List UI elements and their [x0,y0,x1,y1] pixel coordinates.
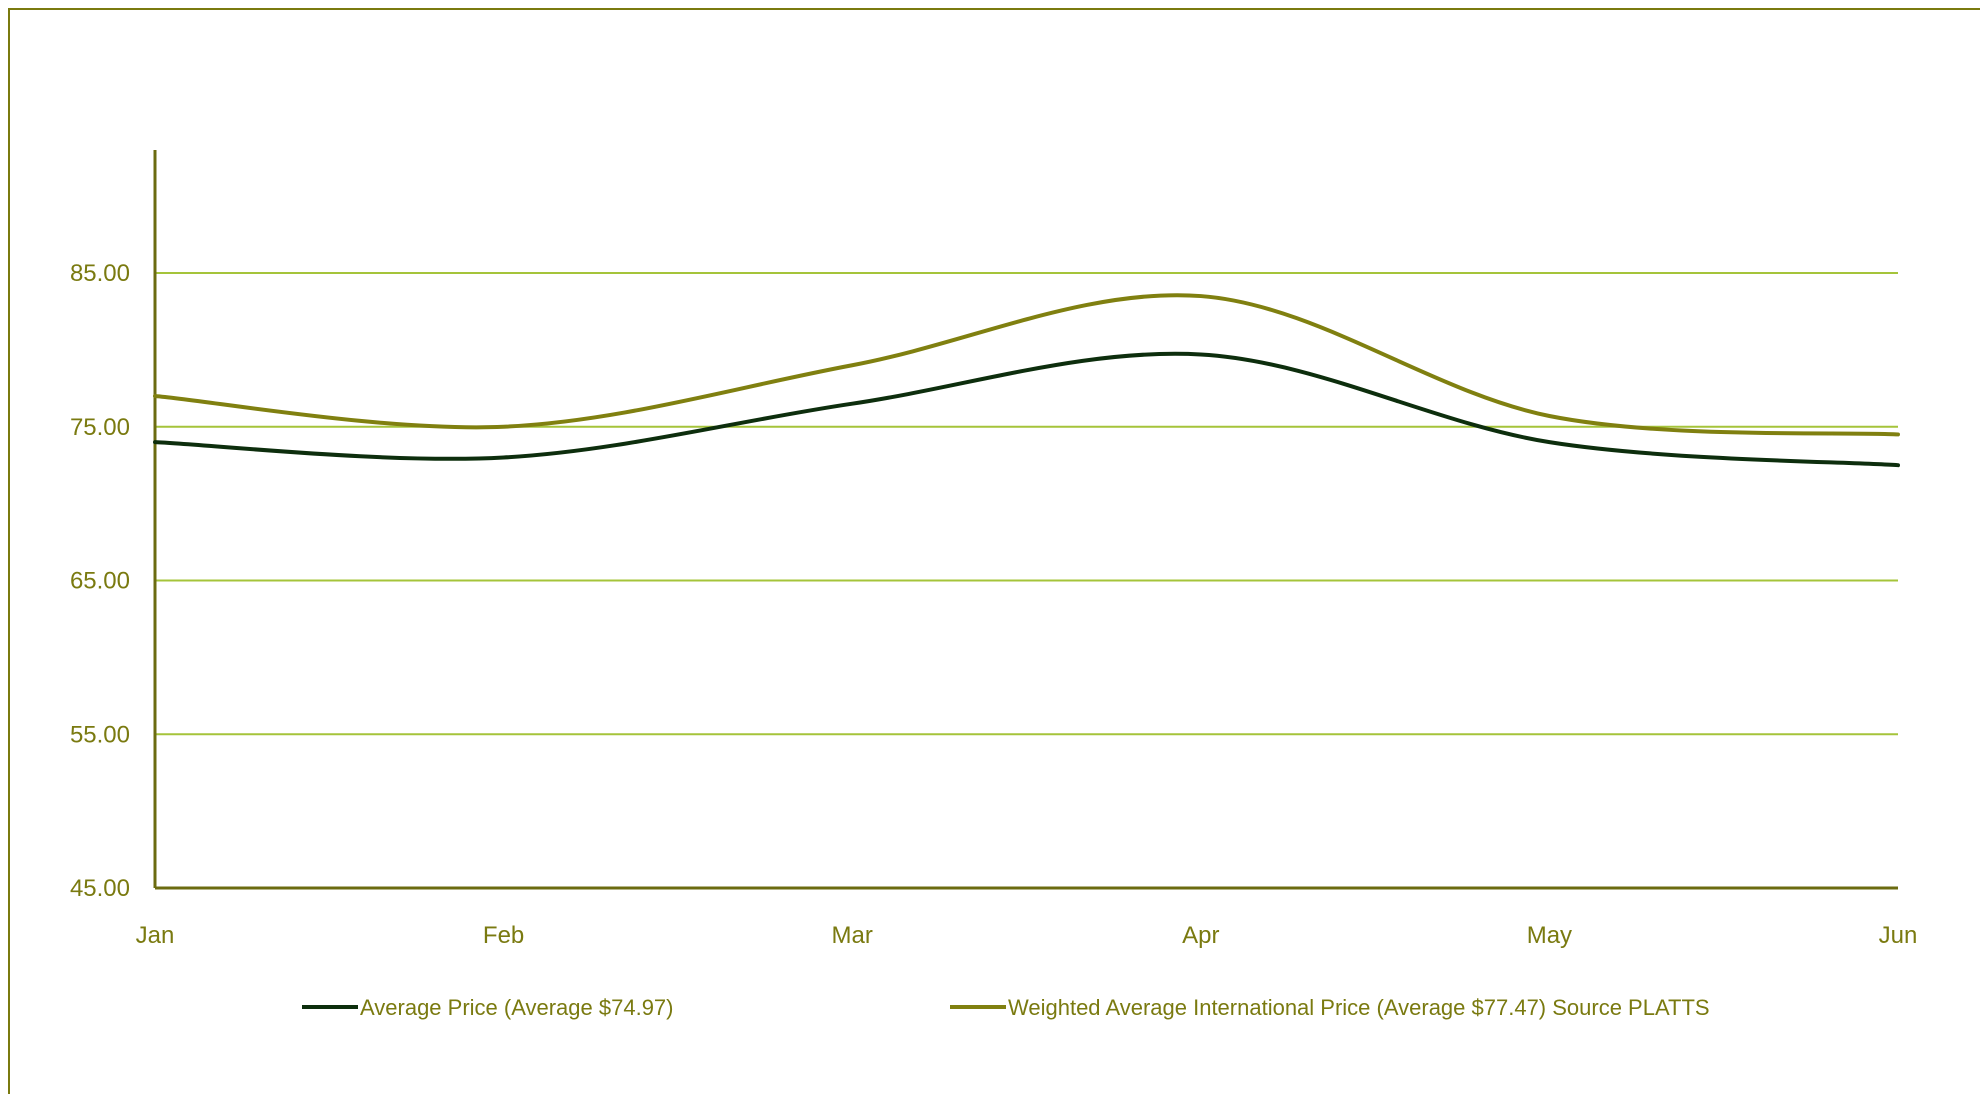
legend-label: Average Price (Average $74.97) [360,995,674,1020]
series-lines [153,293,1900,468]
x-tick-label: Jun [1879,922,1918,949]
y-tick-label: 75.00 [70,414,130,441]
chart-frame [8,8,1980,1094]
x-tick-label: Feb [483,922,524,949]
y-tick-label: 45.00 [70,875,130,902]
x-tick-label: Jan [136,922,175,949]
series-line-1 [153,351,1900,468]
y-tick-label: 55.00 [70,721,130,748]
y-tick-label: 65.00 [70,568,130,595]
series-line-2 [153,293,1900,437]
axes [153,150,1898,890]
legend: Average Price (Average $74.97) Weighted A… [302,995,1710,1020]
gridlines [155,272,1898,736]
x-tick-label: Mar [832,922,873,949]
legend-label: Weighted Average International Price (Av… [1008,995,1710,1020]
y-tick-label: 85.00 [70,260,130,287]
x-tick-label: Apr [1182,922,1219,949]
tick-labels: 45.00 55.00 65.00 75.00 85.00 Jan Feb Mar Apr May… [70,260,1917,949]
x-tick-label: May [1527,922,1572,949]
